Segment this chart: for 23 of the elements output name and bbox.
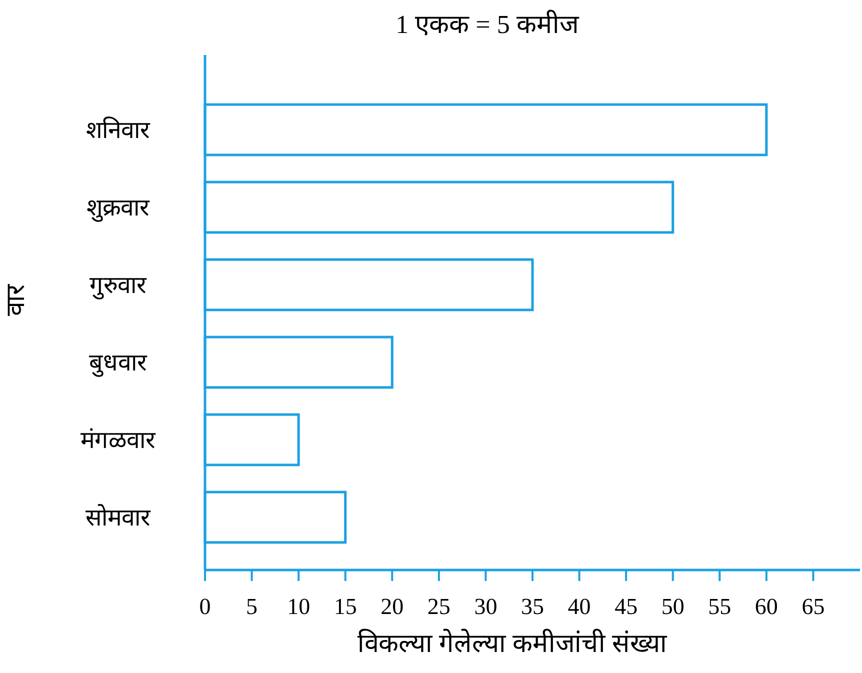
x-tick-label: 15 xyxy=(334,594,357,619)
y-tick-label: सोमवार xyxy=(86,503,152,532)
x-tick-label: 40 xyxy=(568,594,591,619)
chart-title: 1 एकक = 5 कमीज xyxy=(396,9,580,39)
x-tick-label: 5 xyxy=(246,594,258,619)
x-tick-label: 10 xyxy=(287,594,310,619)
x-tick-label: 35 xyxy=(521,594,544,619)
x-tick-label: 60 xyxy=(754,594,778,619)
y-tick-label: शुक्रवार xyxy=(86,195,150,222)
y-tick-label: शनिवार xyxy=(86,116,151,144)
y-tick-label: बुधवार xyxy=(89,350,148,378)
x-tick-label: 0 xyxy=(199,594,211,619)
x-tick-label: 65 xyxy=(802,594,825,619)
y-tick-label: गुरुवार xyxy=(90,272,148,300)
x-tick-label: 50 xyxy=(661,594,684,619)
x-tick-label: 25 xyxy=(427,594,450,619)
y-tick-label: मंगळवार xyxy=(80,428,156,454)
x-tick-label: 55 xyxy=(708,594,732,619)
x-tick-label: 20 xyxy=(380,594,404,619)
x-tick-label: 30 xyxy=(474,594,498,619)
x-tick-label: 45 xyxy=(614,594,638,619)
x-axis-title: विकल्या गेलेल्या कमीजांची संख्या xyxy=(357,628,668,658)
y-axis-title: वार xyxy=(1,283,30,316)
